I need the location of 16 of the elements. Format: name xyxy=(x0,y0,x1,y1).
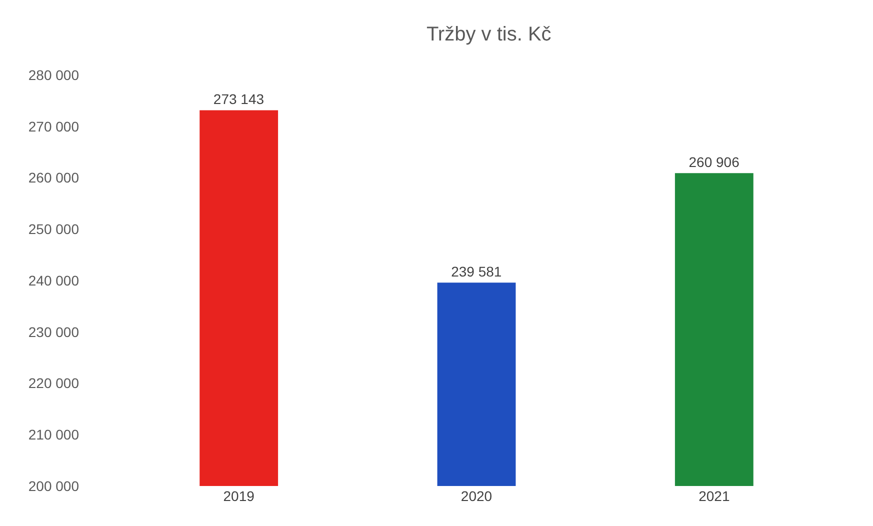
data-label: 239 581 xyxy=(451,264,502,280)
y-tick-label: 260 000 xyxy=(28,170,80,186)
y-tick-label: 270 000 xyxy=(28,118,80,134)
y-tick-label: 220 000 xyxy=(28,375,80,392)
x-tick-label: 2021 xyxy=(698,488,730,504)
y-tick-label: 280 000 xyxy=(28,66,80,83)
chart-title: Tržby v tis. Kč xyxy=(426,23,552,46)
y-tick-label: 250 000 xyxy=(28,221,80,238)
y-tick-label: 200 000 xyxy=(28,478,80,494)
x-tick-label: 2019 xyxy=(223,488,255,504)
x-tick-label: 2020 xyxy=(460,488,492,504)
y-tick-label: 230 000 xyxy=(28,324,80,340)
y-tick-label: 210 000 xyxy=(28,426,80,443)
data-label: 273 143 xyxy=(213,91,264,108)
y-tick-label: 240 000 xyxy=(28,272,80,288)
data-label: 260 906 xyxy=(688,154,740,170)
